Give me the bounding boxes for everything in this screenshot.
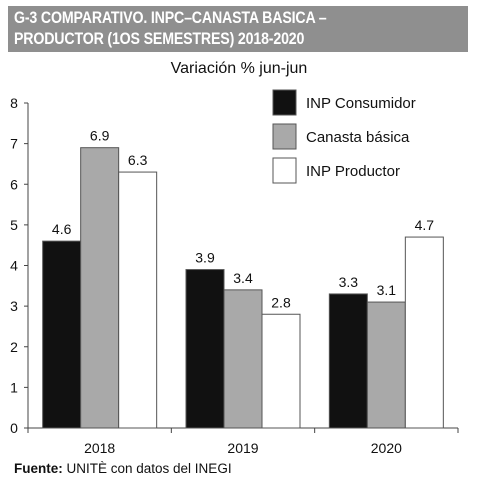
legend-swatch <box>272 123 297 150</box>
bar-value-label: 4.6 <box>52 221 72 237</box>
y-tick-label: 3 <box>10 298 18 314</box>
bar <box>404 236 444 429</box>
bar <box>80 147 120 429</box>
bar <box>366 301 406 429</box>
bar-value-label: 3.4 <box>233 270 253 286</box>
legend-label: INP Consumidor <box>306 95 416 112</box>
bar-value-label: 3.3 <box>339 274 359 290</box>
legend-label: INP Productor <box>306 163 400 180</box>
bar-value-label: 3.1 <box>377 282 397 298</box>
bar-value-label: 6.9 <box>90 128 110 144</box>
x-tick-label: 2019 <box>227 440 258 456</box>
bar <box>118 171 158 429</box>
bar-value-label: 6.3 <box>128 152 148 168</box>
x-tick-label: 2020 <box>371 440 402 456</box>
bar <box>328 293 368 429</box>
bar-value-label: 3.9 <box>195 250 215 266</box>
bar-value-label: 2.8 <box>271 294 291 310</box>
y-tick-label: 1 <box>10 379 18 395</box>
y-tick-label: 6 <box>10 176 18 192</box>
chart-subtitle: Variación % jun-jun <box>170 60 308 77</box>
chart-title-banner: G-3 COMPARATIVO. INPC–CANASTA BASICA – P… <box>8 6 468 52</box>
source-label: Fuente: <box>14 461 63 476</box>
chart-title-line-2: PRODUCTOR (1OS SEMESTRES) 2018-2020 <box>14 30 305 48</box>
y-tick-label: 7 <box>10 136 18 152</box>
source-note: Fuente: UNITÈ con datos del INEGI <box>14 461 232 476</box>
x-tick-label: 2018 <box>84 440 115 456</box>
y-tick-label: 5 <box>10 217 18 233</box>
legend-swatch <box>272 89 297 116</box>
legend-swatch <box>272 157 297 184</box>
source-text: UNITÈ con datos del INEGI <box>62 461 232 476</box>
bar-value-label: 4.7 <box>415 217 435 233</box>
bar <box>185 269 225 429</box>
chart-title-line-1: G-3 COMPARATIVO. INPC–CANASTA BASICA – <box>14 9 327 27</box>
y-tick-label: 2 <box>10 339 18 355</box>
bar <box>42 240 82 429</box>
y-tick-label: 8 <box>10 95 18 111</box>
bar <box>261 313 301 429</box>
y-tick-label: 0 <box>10 420 18 436</box>
legend-label: Canasta básica <box>306 129 410 146</box>
bar <box>223 289 263 429</box>
y-tick-label: 4 <box>10 258 18 274</box>
